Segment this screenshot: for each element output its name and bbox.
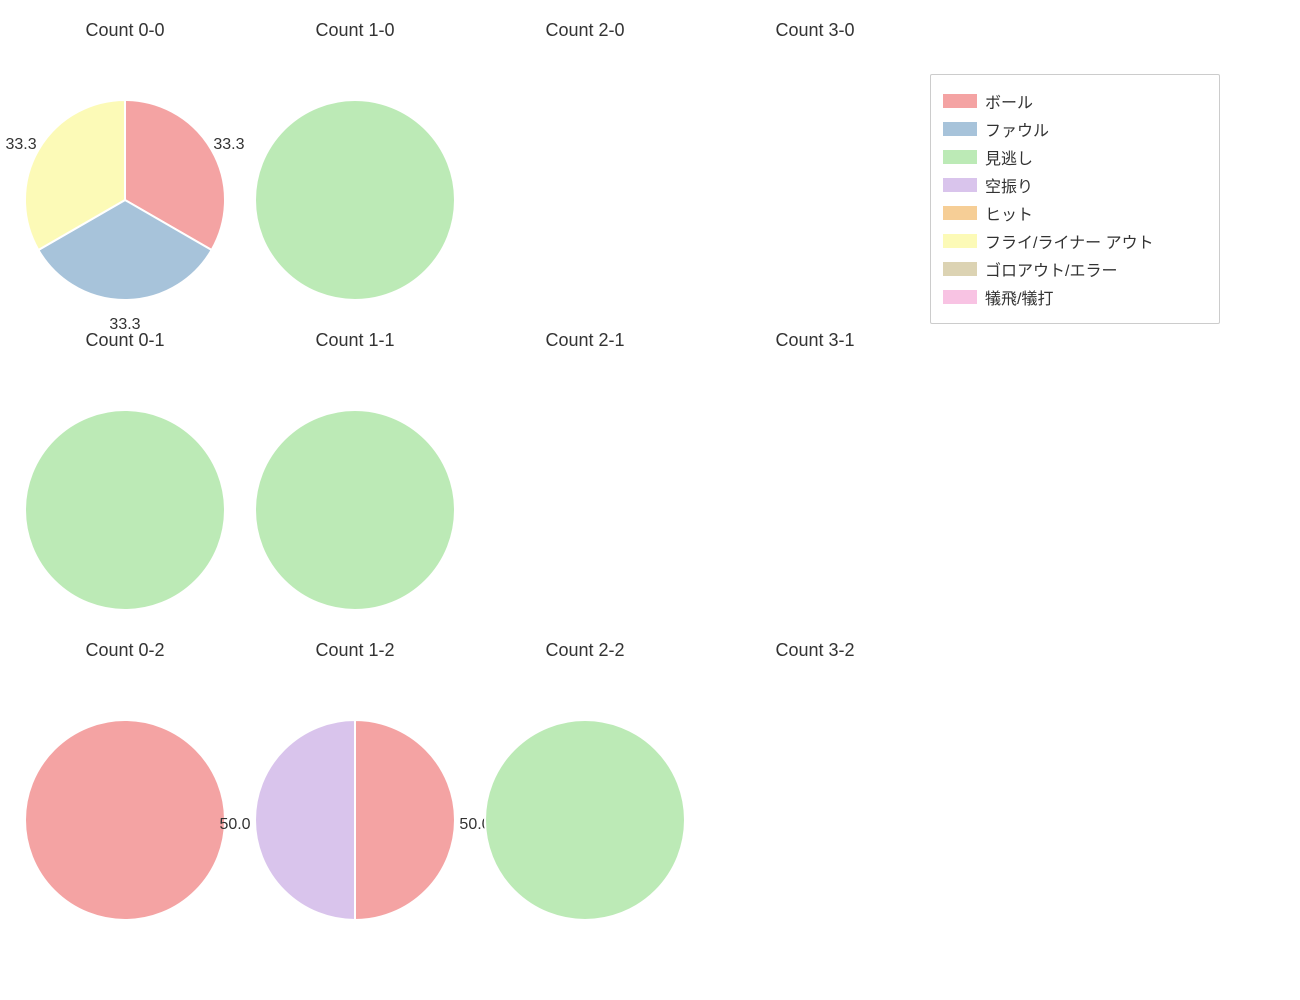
- pie-cell: Count 1-250.050.0: [240, 640, 470, 950]
- legend-item: ゴロアウト/エラー: [943, 255, 1207, 283]
- pie-slice: [25, 410, 225, 610]
- slice-label: 50.0: [220, 816, 251, 833]
- pie-cell: Count 0-1100.0: [10, 330, 240, 640]
- slice-label: 33.3: [6, 136, 37, 153]
- legend-item: フライ/ライナー アウト: [943, 227, 1207, 255]
- legend: ボールファウル見逃し空振りヒットフライ/ライナー アウトゴロアウト/エラー犠飛/…: [930, 74, 1220, 324]
- pie-cell: Count 3-1: [700, 330, 930, 640]
- legend-label: ボール: [985, 89, 1033, 113]
- pie-slice: [255, 410, 455, 610]
- slice-label: 33.3: [109, 316, 140, 330]
- pie-slice: [25, 720, 225, 920]
- legend-item: ファウル: [943, 115, 1207, 143]
- legend-item: 見逃し: [943, 143, 1207, 171]
- pie-cell: Count 1-0100.0: [240, 20, 470, 330]
- pie-slice: [355, 720, 455, 920]
- legend-swatch: [943, 178, 977, 192]
- legend-label: フライ/ライナー アウト: [985, 229, 1154, 253]
- legend-swatch: [943, 290, 977, 304]
- pie-cell: Count 1-1100.0: [240, 330, 470, 640]
- pie-cell: Count 3-2: [700, 640, 930, 950]
- legend-swatch: [943, 122, 977, 136]
- legend-label: 見逃し: [985, 145, 1033, 169]
- legend-item: 犠飛/犠打: [943, 283, 1207, 311]
- pie-svg: [680, 640, 950, 950]
- chart-root: Count 0-033.333.333.3Count 1-0100.0Count…: [0, 0, 1300, 1000]
- legend-label: 空振り: [985, 173, 1033, 197]
- legend-label: ファウル: [985, 117, 1049, 141]
- pie-cell: Count 0-2100.0: [10, 640, 240, 950]
- legend-item: 空振り: [943, 171, 1207, 199]
- pie-svg: [680, 20, 950, 330]
- legend-swatch: [943, 262, 977, 276]
- pie-cell: Count 3-0: [700, 20, 930, 330]
- legend-label: ヒット: [985, 201, 1033, 225]
- legend-swatch: [943, 150, 977, 164]
- pie-svg: [680, 330, 950, 640]
- pie-slice: [485, 720, 685, 920]
- pie-cell: Count 2-2100.0: [470, 640, 700, 950]
- pie-cell: Count 2-1: [470, 330, 700, 640]
- legend-label: 犠飛/犠打: [985, 285, 1053, 309]
- legend-swatch: [943, 206, 977, 220]
- legend-label: ゴロアウト/エラー: [985, 257, 1117, 281]
- pie-cell: Count 0-033.333.333.3: [10, 20, 240, 330]
- legend-item: ボール: [943, 87, 1207, 115]
- legend-swatch: [943, 94, 977, 108]
- pie-slice: [255, 720, 355, 920]
- pie-cell: Count 2-0: [470, 20, 700, 330]
- legend-item: ヒット: [943, 199, 1207, 227]
- legend-swatch: [943, 234, 977, 248]
- pie-slice: [255, 100, 455, 300]
